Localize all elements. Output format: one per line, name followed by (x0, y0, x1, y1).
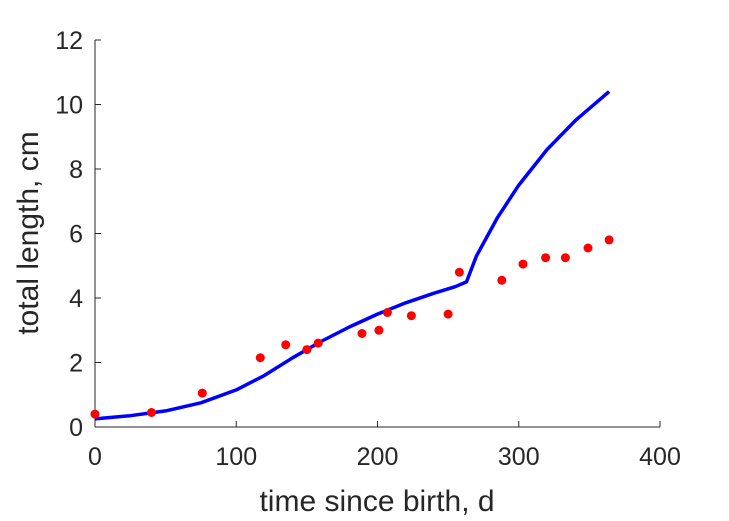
y-tick-label: 0 (69, 414, 83, 442)
data-point (497, 275, 507, 285)
x-tick-label: 400 (639, 443, 681, 471)
data-point (281, 340, 291, 350)
data-point (454, 267, 464, 277)
ticks: 0 100 200 300 400 0 2 4 6 8 10 12 (55, 27, 681, 471)
y-tick-label: 6 (69, 221, 83, 249)
data-point (90, 409, 100, 419)
data-point (197, 388, 207, 398)
y-axis-label: total length, cm (12, 131, 45, 334)
model-curve (94, 90, 611, 421)
data-point (583, 243, 593, 253)
x-tick-label: 100 (215, 443, 257, 471)
data-point (443, 309, 453, 319)
y-tick-label: 4 (69, 285, 83, 313)
data-point (406, 311, 416, 321)
data-point (313, 338, 323, 348)
data-point (147, 408, 156, 417)
data-point (255, 353, 265, 363)
data-point (560, 253, 570, 263)
data-point (604, 235, 614, 245)
y-tick-label: 12 (55, 27, 83, 55)
axes (94, 40, 660, 428)
y-tick-label: 10 (55, 92, 83, 120)
x-tick-label: 300 (498, 443, 540, 471)
data-point (357, 329, 367, 338)
data-point (382, 308, 392, 317)
data-points (90, 235, 614, 419)
data-point (374, 325, 384, 335)
data-point (541, 253, 551, 263)
y-tick-label: 8 (69, 156, 83, 184)
data-point (518, 259, 528, 269)
data-point (302, 345, 312, 355)
y-tick-label: 2 (69, 350, 83, 378)
model-curve-line (94, 90, 611, 421)
x-tick-label: 200 (357, 443, 399, 471)
x-tick-label: 0 (88, 443, 102, 471)
x-axis-label: time since birth, d (259, 485, 494, 518)
